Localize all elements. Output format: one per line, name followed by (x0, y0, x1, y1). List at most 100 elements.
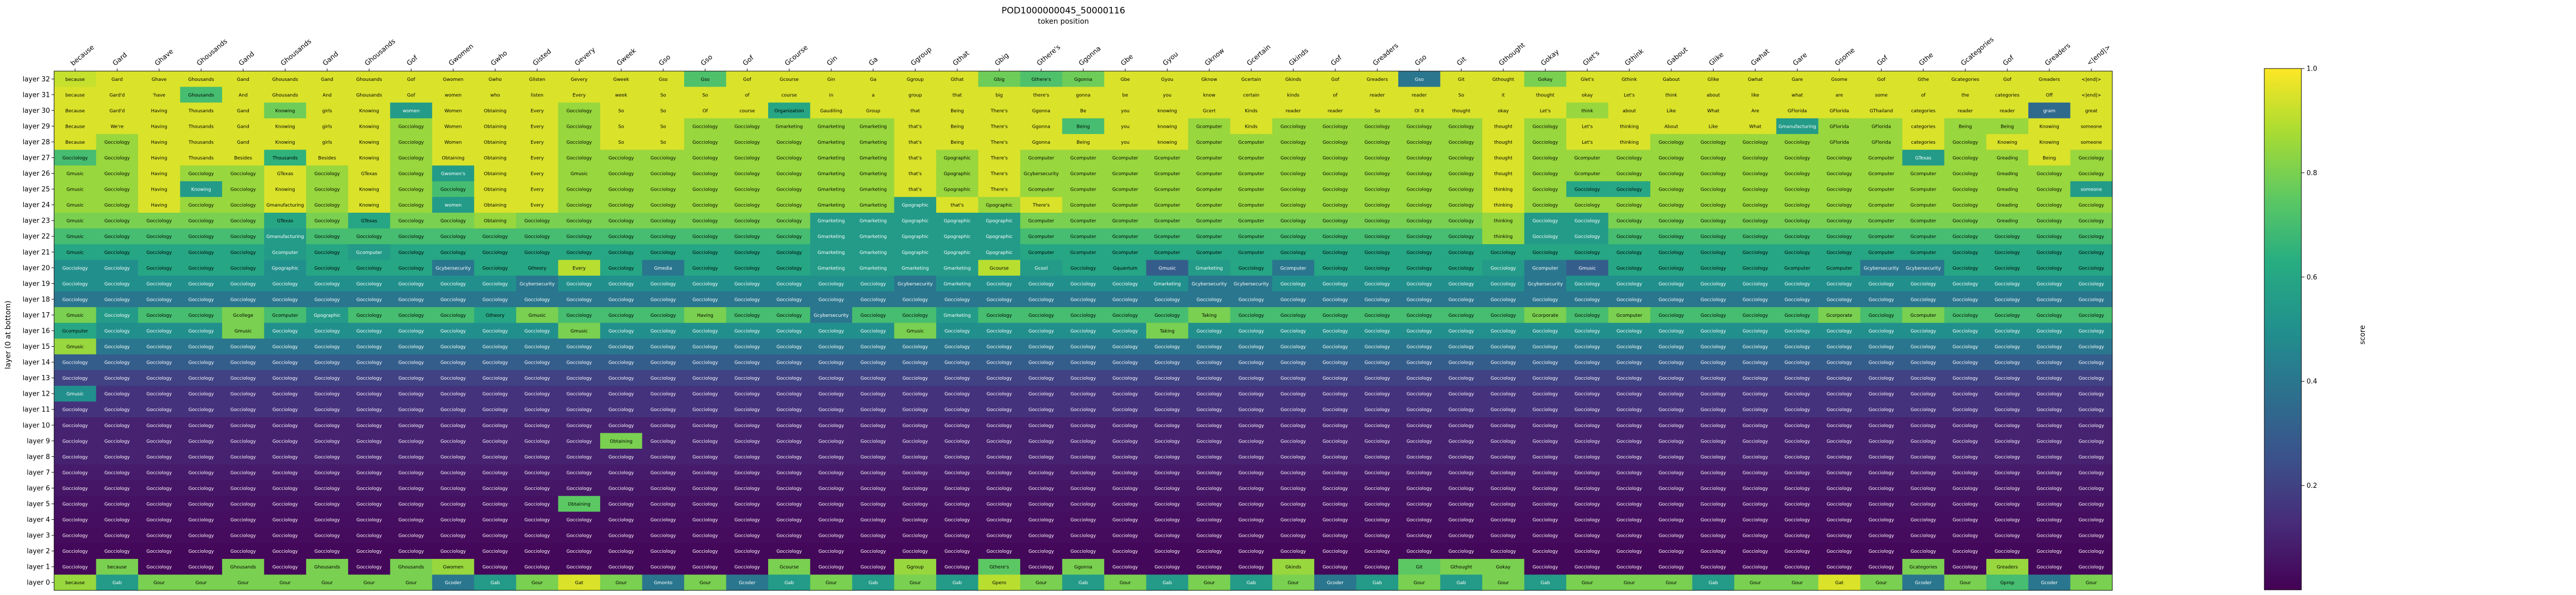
x-tick-label: Gokay (1539, 48, 1561, 67)
heatmap-cell (642, 103, 685, 119)
heatmap-cell (1188, 244, 1231, 260)
cell-label: Knowing (2040, 124, 2059, 129)
cell-label: women (403, 109, 420, 114)
cell-label: Gocciology (1574, 549, 1600, 554)
cell-label: Gcomputer (1238, 188, 1264, 193)
cell-label: Gocciology (1490, 376, 1516, 381)
heatmap-cell (1944, 464, 1987, 481)
heatmap-cell (348, 401, 391, 418)
heatmap-cell (1650, 464, 1693, 481)
cell-label: Gocciology (735, 234, 760, 240)
heatmap-cell (1020, 307, 1063, 324)
heatmap-cell (1188, 370, 1231, 386)
heatmap-cell (1860, 354, 1903, 370)
cell-label: Gocciology (1239, 502, 1264, 507)
cell-label: Gcomputer (1910, 313, 1937, 318)
heatmap-cell (600, 464, 642, 481)
cell-label: Gocciology (1449, 502, 1475, 507)
heatmap-cell (2070, 134, 2113, 150)
cell-label: Gcomputer (1112, 188, 1139, 193)
cell-label: Gocciology (146, 518, 172, 523)
heatmap-cell (1230, 212, 1273, 229)
cell-label: Gocciology (903, 361, 928, 366)
heatmap-cell (768, 228, 810, 245)
x-tick-label: Gwho (489, 49, 509, 67)
cell-label: Gocciology (1785, 313, 1810, 318)
heatmap-cell (768, 276, 810, 292)
heatmap-cell (894, 322, 937, 339)
cell-label: reader (1958, 109, 1973, 114)
cell-label: Gof (1331, 77, 1340, 82)
cell-label: Gocciology (2037, 470, 2062, 475)
heatmap-cell (1818, 417, 1861, 433)
heatmap-cell (852, 165, 895, 182)
heatmap-cell (1818, 433, 1861, 449)
cell-label: gonna (1076, 93, 1090, 98)
cell-label: Gab (869, 581, 878, 586)
heatmap-cell (1230, 370, 1273, 386)
heatmap-cell (936, 212, 979, 229)
cell-label: Gand (321, 77, 333, 82)
cell-label: Gocciology (650, 156, 676, 161)
heatmap-cell (1860, 464, 1903, 481)
heatmap-cell (1608, 291, 1651, 308)
cell-label: Gocciology (608, 156, 634, 161)
heatmap-cell (348, 228, 391, 245)
cell-label: Gocciology (524, 392, 550, 397)
heatmap-cell (642, 307, 685, 324)
cell-label: Gocciology (440, 549, 466, 554)
cell-label: Thousands (188, 156, 214, 161)
cell-label: Gocciology (819, 439, 844, 444)
heatmap-cell (1944, 291, 1987, 308)
heatmap-cell (1650, 385, 1693, 402)
cell-label: Gocciology (1323, 188, 1348, 193)
cell-label: Gocciology (2037, 297, 2062, 302)
heatmap-cell (1902, 527, 1945, 543)
heatmap-cell (1272, 181, 1315, 197)
cell-label: Gab (1247, 581, 1256, 586)
cell-label: Every (531, 203, 544, 208)
heatmap-cell (432, 558, 474, 575)
cell-label: GTexas (277, 219, 294, 224)
cell-label: Gpographic (272, 266, 298, 271)
cell-label: about (1622, 109, 1636, 114)
cell-label: Gocciology (62, 455, 88, 460)
heatmap-cell (852, 212, 895, 229)
cell-label: Women (445, 140, 462, 145)
heatmap-cell (1440, 527, 1483, 543)
heatmap-cell (390, 322, 433, 339)
heatmap-cell (1566, 574, 1609, 591)
cell-label: Gocciology (1617, 534, 1642, 539)
heatmap-cell (810, 527, 853, 543)
heatmap-cell (684, 118, 726, 134)
heatmap-cell (1776, 496, 1819, 512)
cell-label: Gocciology (1953, 502, 1978, 507)
cell-label: Gocciology (1449, 140, 1475, 145)
x-tick-label: Ghave (154, 48, 175, 67)
cell-label: Every (531, 188, 544, 193)
heatmap-cell (1944, 197, 1987, 213)
heatmap-cell (1188, 543, 1231, 559)
heatmap-cell (1230, 574, 1273, 591)
cell-label: Gocciology (1910, 392, 1936, 397)
cell-label: Gpographic (944, 234, 971, 240)
cell-label: Gocciology (1533, 486, 1558, 491)
cell-label: Gocciology (776, 266, 802, 271)
cell-label: Gocciology (1239, 534, 1264, 539)
cell-label: Knowing (191, 188, 211, 193)
cell-label: Gmusic (66, 392, 84, 397)
cell-label: knowing (1158, 140, 1177, 145)
cell-label: Gocciology (735, 172, 760, 177)
cell-label: Gocciology (314, 361, 340, 366)
heatmap-cell (1650, 197, 1693, 213)
heatmap-cell (516, 134, 558, 150)
heatmap-cell (516, 401, 558, 418)
cell-label: Be (1080, 109, 1087, 114)
cell-label: GTexas (277, 172, 294, 177)
cell-label: Gocciology (1490, 297, 1516, 302)
heatmap-cell (1356, 496, 1399, 512)
cell-label: Gocciology (1658, 376, 1684, 381)
heatmap-cell (432, 543, 474, 559)
cell-label: Gocciology (1869, 297, 1894, 302)
cell-label: Gocciology (398, 470, 424, 475)
